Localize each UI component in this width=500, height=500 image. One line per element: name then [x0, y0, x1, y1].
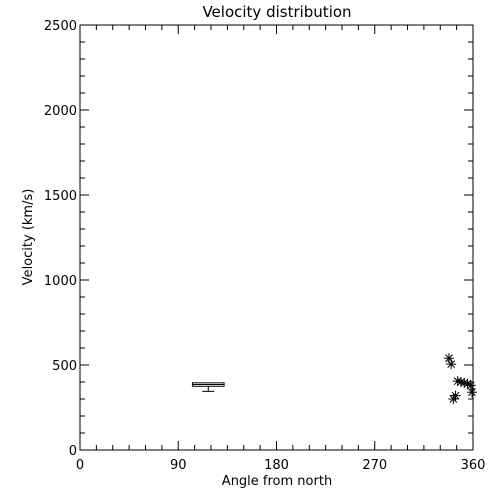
axis-tick-labels: 0 90 180 270 360 0 500 1000 1500 2000 2500: [44, 19, 486, 473]
x-tick-label: 0: [76, 458, 84, 473]
x-tick-label: 180: [264, 458, 289, 473]
scatter-point: [450, 390, 461, 401]
axis-ticks: [79, 24, 474, 451]
y-axis-title: Velocity (km/s): [21, 189, 36, 286]
y-tick-label: 0: [69, 444, 77, 459]
x-axis-title: Angle from north: [222, 474, 332, 489]
y-tick-label: 1500: [44, 189, 77, 204]
y-tick-label: 500: [52, 359, 77, 374]
chart-title: Velocity distribution: [202, 3, 351, 21]
y-tick-label: 2500: [44, 19, 77, 34]
scatter-points: [443, 353, 477, 404]
box-plot: [191, 382, 225, 392]
x-tick-label: 90: [170, 458, 187, 473]
y-tick-label: 1000: [44, 274, 77, 289]
scatter-point: [446, 359, 457, 370]
y-tick-label: 2000: [44, 104, 77, 119]
x-tick-label: 360: [461, 458, 486, 473]
scatter-point: [465, 380, 476, 391]
scatter-point: [467, 387, 477, 398]
plot-frame: [79, 24, 474, 451]
x-tick-label: 270: [362, 458, 387, 473]
